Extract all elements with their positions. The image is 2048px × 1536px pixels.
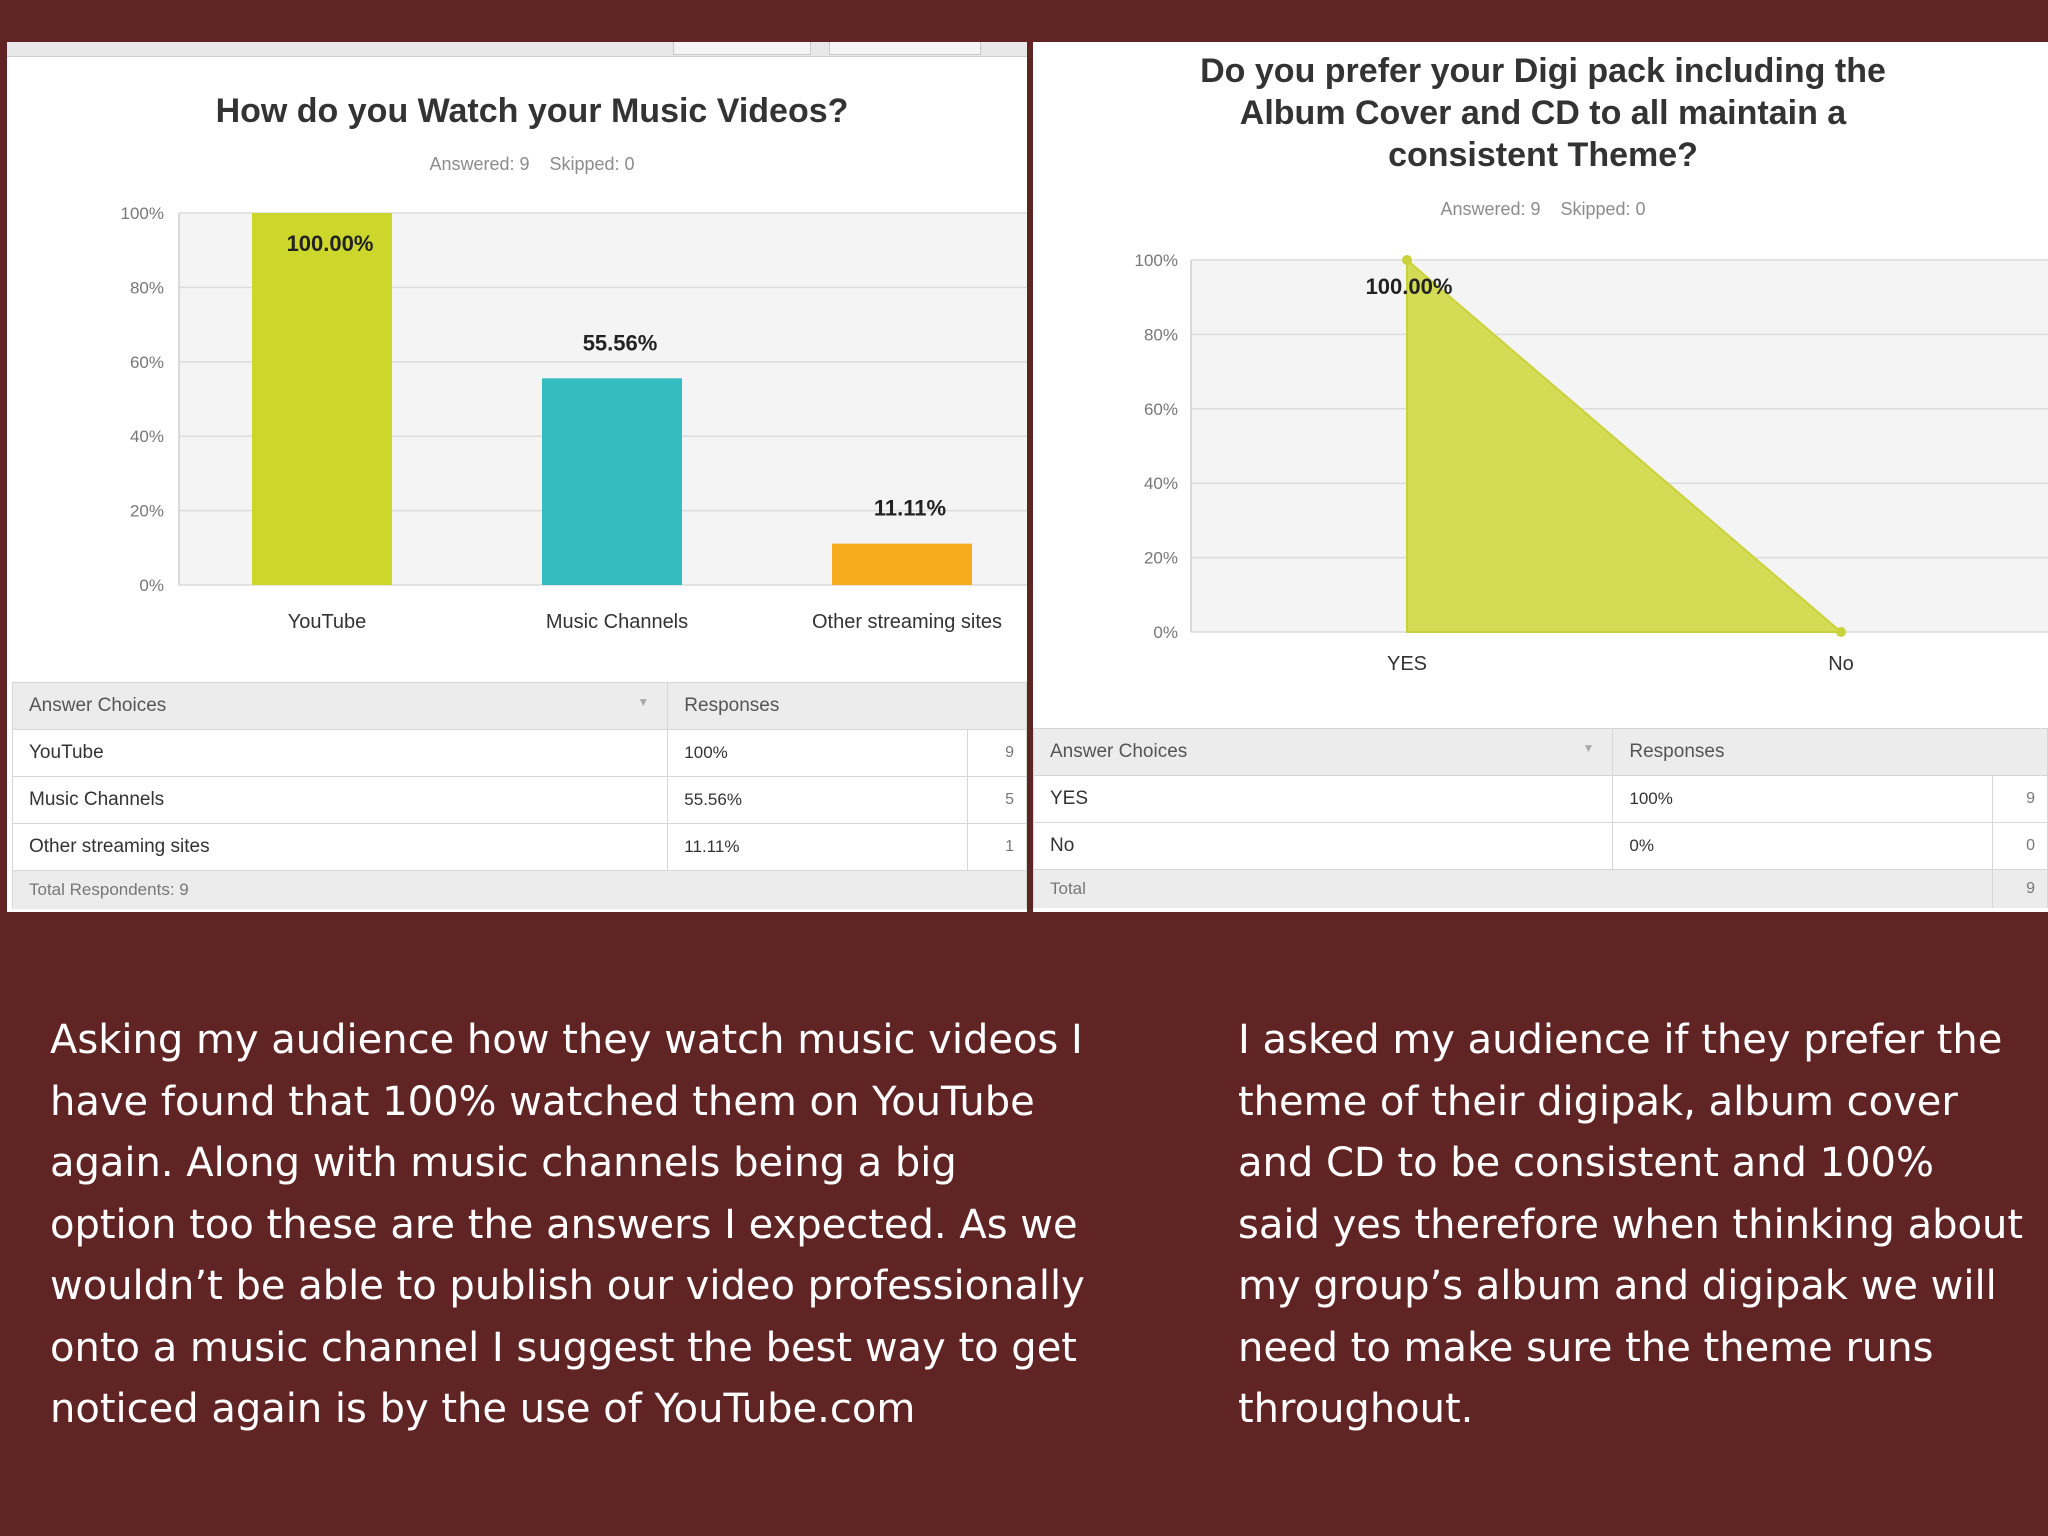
x-tick-label: YES xyxy=(1387,653,1427,675)
answer-table: Answer Choices ▼ Responses YES 100% 9 No … xyxy=(1033,728,2048,908)
x-tick-label: No xyxy=(1828,653,1854,675)
data-label: 11.11% xyxy=(874,496,946,521)
chart-title: Do you prefer your Digi pack including t… xyxy=(1033,50,2048,176)
y-tick-label: 60% xyxy=(130,353,164,372)
panel-top-strip xyxy=(7,42,1027,57)
table-row: Music Channels 55.56% 5 xyxy=(11,776,1027,824)
y-tick-label: 0% xyxy=(1153,623,1178,642)
y-tick-label: 40% xyxy=(1144,474,1178,493)
skipped-count: Skipped: 0 xyxy=(549,154,635,174)
top-tab xyxy=(673,42,811,55)
y-tick-label: 20% xyxy=(1144,549,1178,568)
answer-table: Answer Choices ▼ Responses YouTube 100% 9… xyxy=(11,682,1027,909)
response-percent: 0% xyxy=(1612,822,1993,870)
responses-header[interactable]: Responses xyxy=(1612,728,2048,776)
x-tick-label: Music Channels xyxy=(546,611,688,633)
data-label: 55.56% xyxy=(583,330,658,355)
y-tick-label: 100% xyxy=(1135,251,1178,270)
answer-choice: No xyxy=(1033,822,1614,870)
data-point xyxy=(1402,255,1412,265)
answer-choices-header[interactable]: Answer Choices ▼ xyxy=(1033,728,1614,776)
table-row: YouTube 100% 9 xyxy=(11,729,1027,777)
y-tick-label: 20% xyxy=(130,502,164,521)
answer-choices-header[interactable]: Answer Choices ▼ xyxy=(11,682,669,730)
answer-choice: YouTube xyxy=(11,729,669,777)
chart-title-line: Do you prefer your Digi pack including t… xyxy=(1200,52,1886,90)
skipped-count: Skipped: 0 xyxy=(1560,199,1646,219)
response-percent: 11.11% xyxy=(667,823,969,871)
responses-header[interactable]: Responses xyxy=(667,682,1027,730)
right-survey-panel: Do you prefer your Digi pack including t… xyxy=(1033,42,2048,912)
bar xyxy=(542,378,682,585)
response-count: 9 xyxy=(1992,775,2048,823)
chevron-down-icon[interactable]: ▼ xyxy=(637,695,650,709)
y-tick-label: 60% xyxy=(1144,400,1178,419)
x-tick-label: Other streaming sites xyxy=(812,611,1002,633)
answer-choice: Other streaming sites xyxy=(11,823,669,871)
response-count: 1 xyxy=(967,823,1027,871)
answered-count: Answered: 9 xyxy=(429,154,530,174)
caption-left: Asking my audience how they watch music … xyxy=(50,1017,1085,1432)
response-count: 5 xyxy=(967,776,1027,824)
data-point xyxy=(1836,627,1846,637)
total-count: 9 xyxy=(1992,869,2048,908)
bar xyxy=(252,213,392,585)
bar-chart: 0% 20% 40% 60% 80% 100% 100.00% YouTube 55.56% Mu… xyxy=(121,204,1027,633)
answered-count: Answered: 9 xyxy=(1440,199,1541,219)
area-chart: 0% 20% 40% 60% 80% 100% YES No 100.00% xyxy=(1135,251,2048,675)
chevron-down-icon[interactable]: ▼ xyxy=(1582,741,1595,755)
y-tick-label: 0% xyxy=(139,576,164,595)
answered-skipped: Answered: 9 Skipped: 0 xyxy=(7,154,1027,175)
y-tick-label: 80% xyxy=(130,278,164,297)
table-row: No 0% 0 xyxy=(1033,822,2048,870)
data-label: 100.00% xyxy=(1366,274,1453,299)
y-tick-label: 80% xyxy=(1144,325,1178,344)
response-percent: 100% xyxy=(1612,775,1993,823)
left-survey-panel: How do you Watch your Music Videos? Answ… xyxy=(7,42,1027,912)
response-percent: 100% xyxy=(667,729,969,777)
answer-choice: Music Channels xyxy=(11,776,669,824)
response-percent: 55.56% xyxy=(667,776,969,824)
y-tick-label: 40% xyxy=(130,427,164,446)
response-count: 0 xyxy=(1992,822,2048,870)
data-label: 100.00% xyxy=(287,231,374,256)
area-series xyxy=(1406,257,1844,633)
chart-title-line: consistent Theme? xyxy=(1388,136,1698,174)
table-row: YES 100% 9 xyxy=(1033,775,2048,823)
answered-skipped: Answered: 9 Skipped: 0 xyxy=(1033,199,2048,220)
caption-right: I asked my audience if they prefer the t… xyxy=(1238,1017,2024,1432)
response-count: 9 xyxy=(967,729,1027,777)
y-tick-label: 100% xyxy=(121,204,164,223)
table-row: Other streaming sites 11.11% 1 xyxy=(11,823,1027,871)
chart-title-line: Album Cover and CD to all maintain a xyxy=(1239,94,1847,132)
chart-title: How do you Watch your Music Videos? xyxy=(215,92,849,130)
top-tab xyxy=(829,42,981,55)
bar xyxy=(832,543,972,585)
total-respondents: Total Respondents: 9 xyxy=(12,870,1027,909)
total-label: Total xyxy=(1033,869,1993,908)
answer-choice: YES xyxy=(1033,775,1614,823)
x-tick-label: YouTube xyxy=(288,611,367,633)
